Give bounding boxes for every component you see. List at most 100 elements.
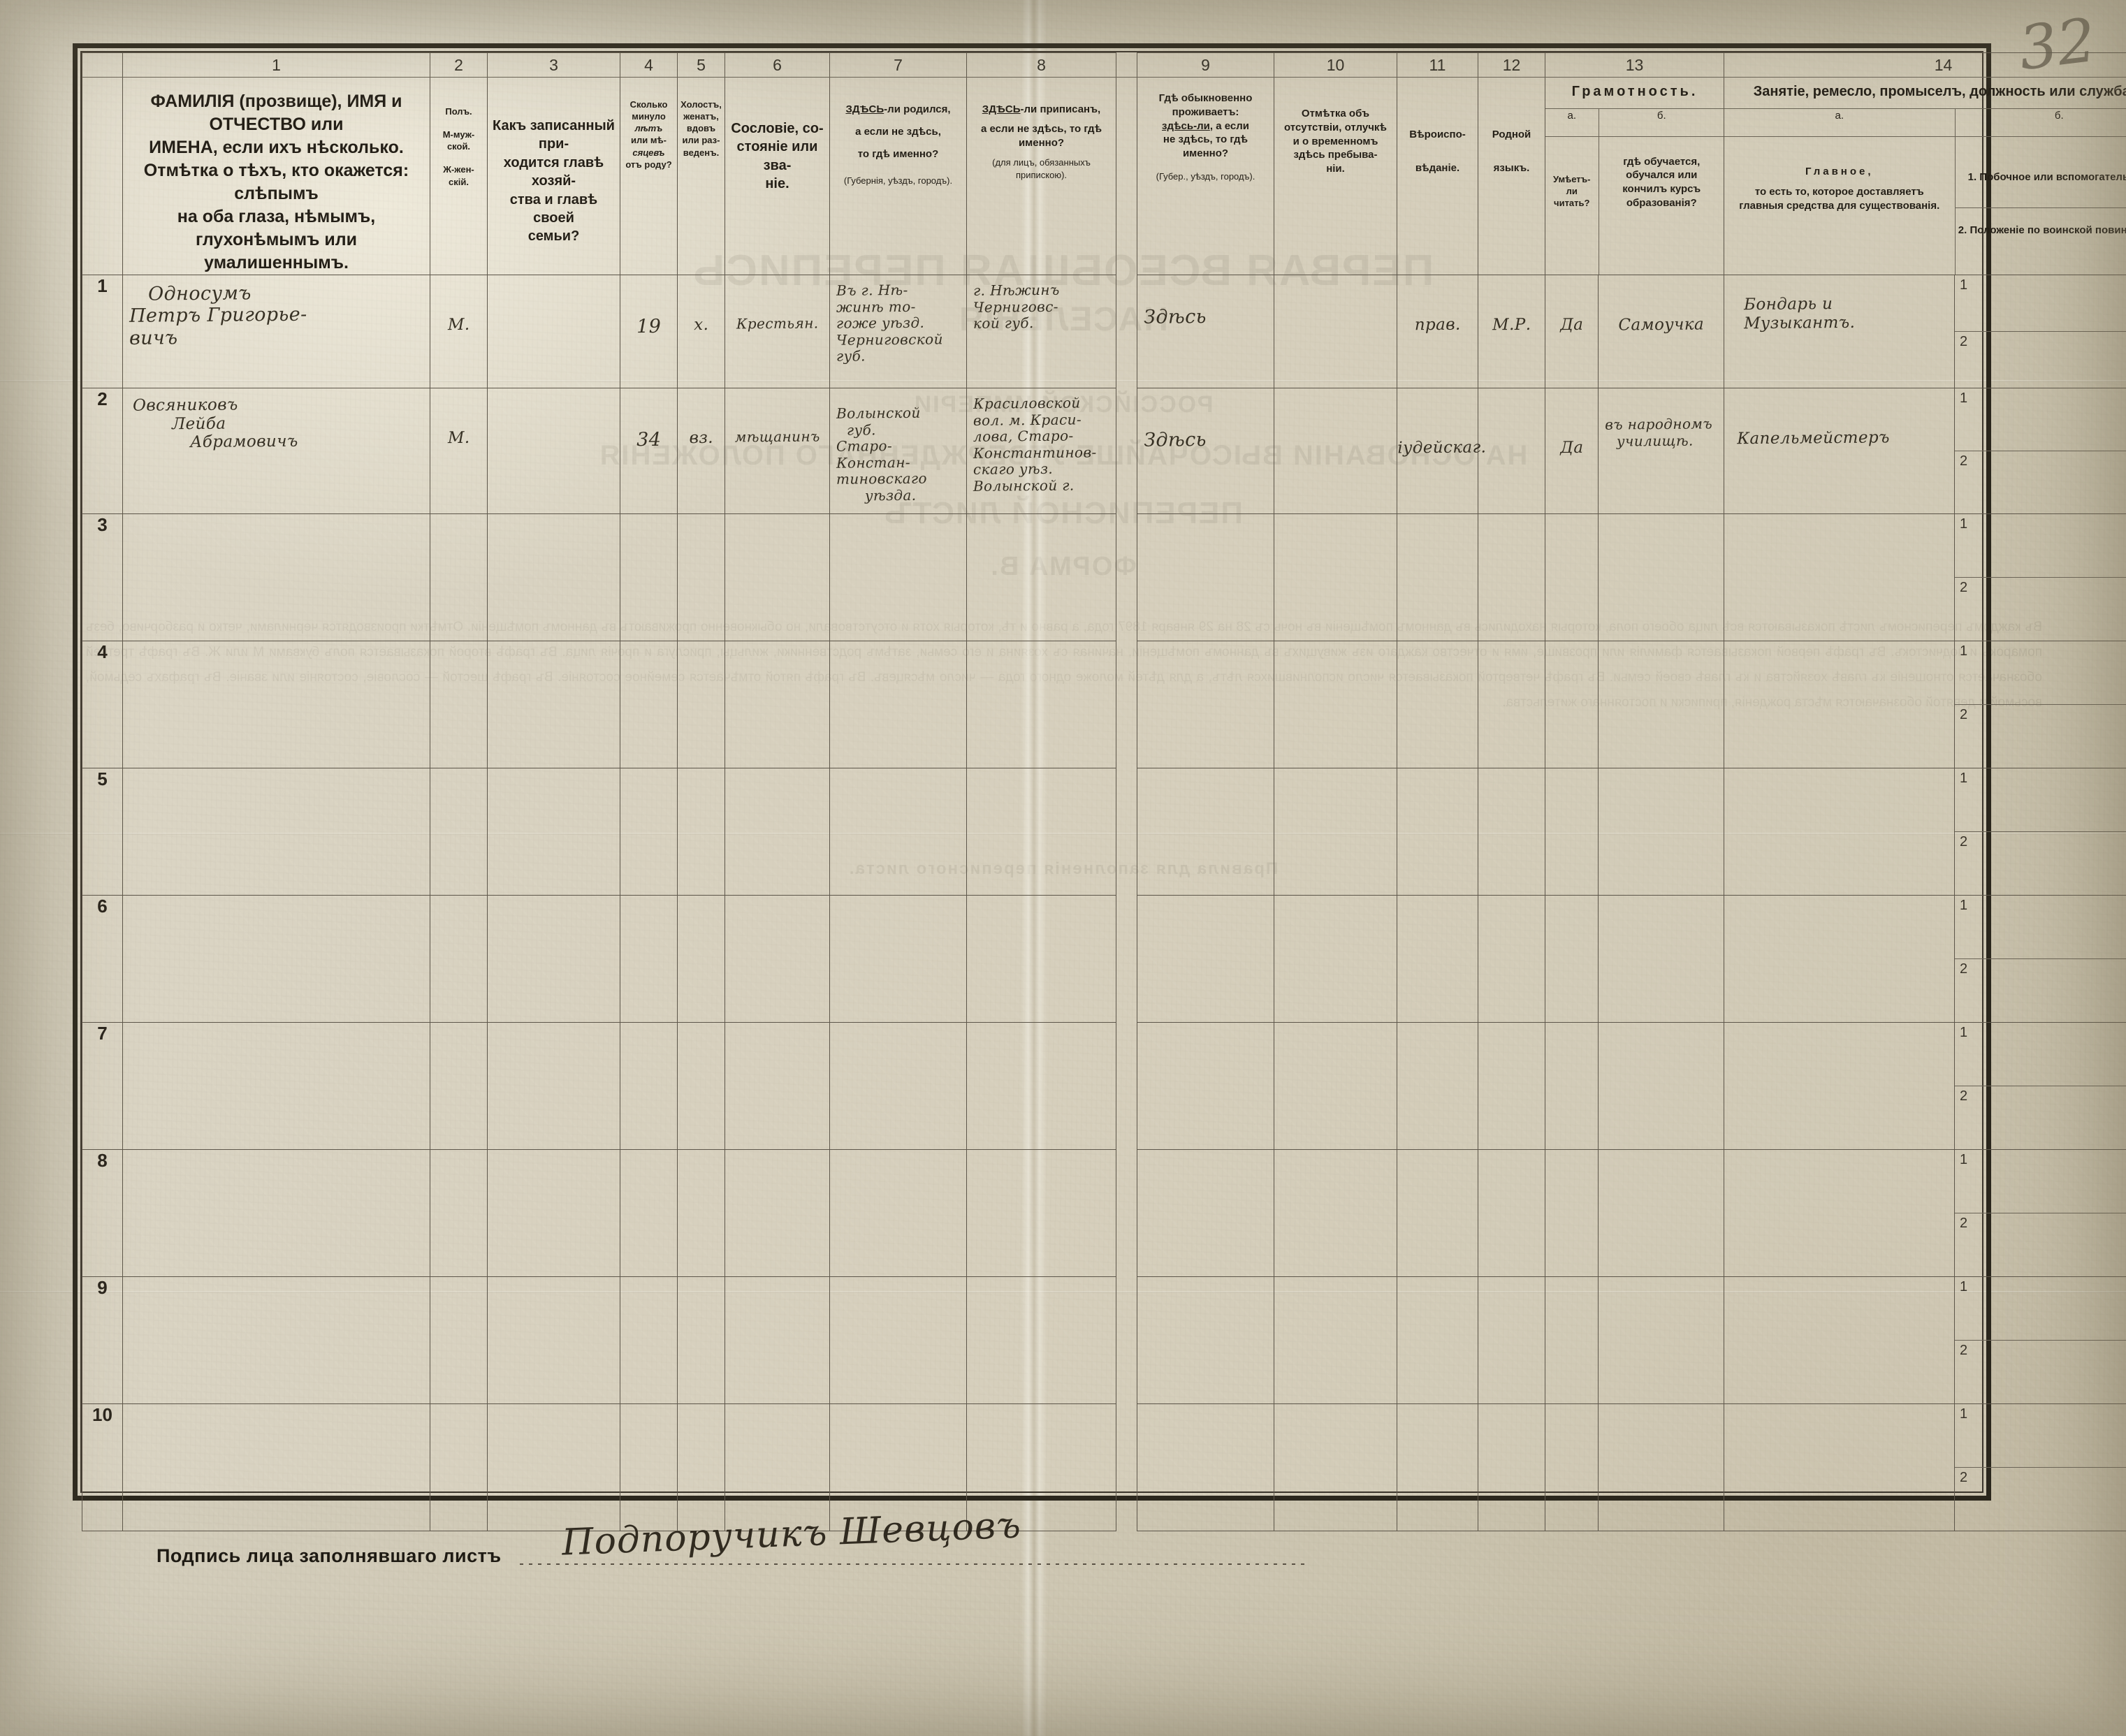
subrow-2[interactable]: 2 [1955, 1086, 2126, 1150]
cell-estate[interactable] [725, 895, 830, 1023]
subrow-1[interactable]: 1 [1955, 641, 2126, 705]
cell-language[interactable] [1478, 768, 1545, 896]
subrow-1[interactable]: 1 [1955, 896, 2126, 959]
cell-relation[interactable] [487, 1403, 620, 1531]
cell-age[interactable] [620, 1022, 678, 1150]
table-row[interactable]: 10 1 2 [82, 1403, 2126, 1531]
cell-language[interactable] [1478, 1149, 1545, 1277]
cell-literate[interactable] [1545, 1276, 1599, 1404]
subrow-1[interactable]: 1 [1955, 1404, 2126, 1468]
subrow-1[interactable]: 1 [1955, 275, 2126, 332]
cell-literate[interactable] [1545, 1149, 1599, 1277]
cell-residence[interactable] [1137, 1149, 1274, 1277]
cell-language[interactable] [1478, 513, 1545, 641]
cell-marital[interactable] [677, 513, 725, 641]
cell-age[interactable] [620, 895, 678, 1023]
subrow-1[interactable]: 1 [1955, 768, 2126, 832]
table-row[interactable]: 1 Односумъ Петръ Григорье- вичъ М. 19 х.… [82, 275, 2126, 388]
cell-absence[interactable] [1274, 1022, 1397, 1150]
cell-language[interactable] [1478, 1276, 1545, 1404]
cell-registered[interactable] [966, 1149, 1116, 1277]
cell-birthplace[interactable] [829, 641, 967, 768]
cell-literate[interactable] [1545, 1403, 1599, 1531]
cell-marital[interactable] [677, 1403, 725, 1531]
cell-absence[interactable] [1274, 641, 1397, 768]
cell-relation[interactable] [487, 388, 620, 514]
cell-sex[interactable] [430, 641, 488, 768]
cell-sex[interactable] [430, 513, 488, 641]
subrow-2[interactable]: 2 [1955, 705, 2126, 768]
cell-birthplace[interactable] [829, 513, 967, 641]
cell-marital[interactable] [677, 1276, 725, 1404]
cell-age[interactable]: 19 [620, 275, 678, 388]
cell-occupation-main[interactable] [1724, 1149, 1955, 1277]
cell-education[interactable] [1598, 1276, 1724, 1404]
cell-absence[interactable] [1274, 768, 1397, 896]
cell-residence[interactable] [1137, 895, 1274, 1023]
cell-birthplace[interactable] [829, 1403, 967, 1531]
cell-residence[interactable] [1137, 641, 1274, 768]
cell-sex[interactable]: М. [430, 275, 488, 388]
cell-education[interactable] [1598, 641, 1724, 768]
cell-absence[interactable] [1274, 513, 1397, 641]
cell-occupation-main[interactable] [1724, 768, 1955, 896]
cell-absence[interactable] [1274, 1276, 1397, 1404]
cell-occupation-main[interactable] [1724, 1022, 1955, 1150]
cell-literate[interactable]: Да [1545, 388, 1599, 514]
cell-estate[interactable]: мѣщанинъ [725, 388, 830, 514]
subrow-1[interactable]: 1 [1955, 1277, 2126, 1341]
cell-religion[interactable] [1397, 1022, 1478, 1150]
cell-estate[interactable] [725, 641, 830, 768]
subrow-1[interactable]: 1 [1955, 1023, 2126, 1086]
cell-literate[interactable] [1545, 513, 1599, 641]
cell-birthplace[interactable]: Волынской губ. Старо-Констан- тиновскаго… [829, 388, 967, 514]
cell-religion[interactable] [1397, 513, 1478, 641]
cell-education[interactable] [1598, 1022, 1724, 1150]
cell-religion[interactable] [1397, 1149, 1478, 1277]
cell-name[interactable] [122, 1022, 430, 1150]
subrow-2[interactable]: 2 [1955, 1213, 2126, 1277]
cell-age[interactable] [620, 513, 678, 641]
cell-literate[interactable] [1545, 895, 1599, 1023]
cell-marital[interactable] [677, 1149, 725, 1277]
cell-language[interactable]: М.Р. [1478, 275, 1545, 388]
cell-age[interactable] [620, 768, 678, 896]
cell-occupation-main[interactable] [1724, 513, 1955, 641]
cell-name[interactable] [122, 641, 430, 768]
cell-occupation-main[interactable] [1724, 895, 1955, 1023]
cell-literate[interactable]: Да [1545, 275, 1599, 388]
cell-residence[interactable] [1137, 1276, 1274, 1404]
cell-relation[interactable] [487, 641, 620, 768]
cell-language[interactable] [1478, 641, 1545, 768]
cell-birthplace[interactable] [829, 1276, 967, 1404]
cell-language[interactable] [1478, 388, 1545, 514]
subrow-2[interactable]: 2 [1955, 1341, 2126, 1404]
signature-handwritten[interactable]: Подпоручикъ Шевцовъ [561, 1504, 1022, 1564]
subrow-2[interactable]: 2 [1955, 578, 2126, 641]
cell-estate[interactable] [725, 768, 830, 896]
cell-age[interactable]: 34 [620, 388, 678, 514]
cell-age[interactable] [620, 1276, 678, 1404]
cell-name[interactable] [122, 895, 430, 1023]
cell-relation[interactable] [487, 1022, 620, 1150]
cell-birthplace[interactable] [829, 768, 967, 896]
cell-registered[interactable] [966, 1403, 1116, 1531]
cell-absence[interactable] [1274, 275, 1397, 388]
cell-literate[interactable] [1545, 1022, 1599, 1150]
cell-literate[interactable] [1545, 768, 1599, 896]
cell-education[interactable]: Самоучка [1598, 275, 1724, 388]
subrow-2[interactable]: 2 [1955, 451, 2126, 514]
subrow-2[interactable]: 2 [1955, 332, 2126, 388]
cell-language[interactable] [1478, 1403, 1545, 1531]
subrow-2[interactable]: 2 [1955, 832, 2126, 896]
cell-estate[interactable] [725, 1022, 830, 1150]
